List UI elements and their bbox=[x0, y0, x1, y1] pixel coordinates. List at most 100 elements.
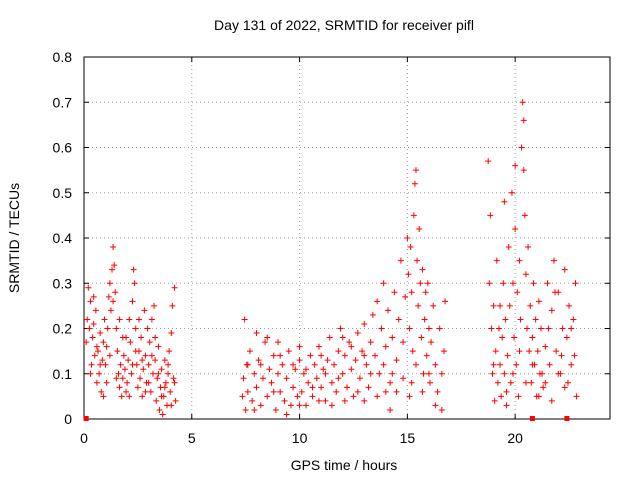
data-point bbox=[406, 325, 413, 332]
tick-labels: 0 0.1 0.2 0.3 0.4 0.5 0.6 0.7 0.8 0 5 10 15 20 bbox=[53, 49, 524, 446]
data-point bbox=[257, 402, 264, 409]
data-point bbox=[287, 402, 294, 409]
data-point bbox=[161, 357, 168, 364]
data-point bbox=[532, 316, 539, 323]
data-point bbox=[300, 370, 307, 377]
data-point bbox=[113, 375, 120, 382]
data-point bbox=[296, 357, 303, 364]
data-point bbox=[106, 280, 113, 287]
data-point bbox=[253, 330, 260, 337]
data-point bbox=[572, 280, 579, 287]
x-axis-label: GPS time / hours bbox=[291, 457, 398, 473]
data-point bbox=[419, 266, 426, 273]
data-point bbox=[165, 361, 172, 368]
data-point bbox=[365, 384, 372, 391]
data-point bbox=[170, 375, 177, 382]
data-point bbox=[156, 406, 163, 413]
data-point bbox=[303, 366, 310, 373]
data-point bbox=[89, 334, 96, 341]
data-point bbox=[158, 366, 165, 373]
y-tick-label: 0.5 bbox=[53, 185, 73, 201]
data-point bbox=[432, 402, 439, 409]
data-point bbox=[361, 397, 368, 404]
data-point bbox=[148, 352, 155, 359]
data-point bbox=[132, 348, 139, 355]
data-point bbox=[354, 388, 361, 395]
data-point bbox=[516, 257, 523, 264]
data-point bbox=[335, 375, 342, 382]
data-point bbox=[423, 352, 430, 359]
x-tick-label: 5 bbox=[188, 430, 196, 446]
data-point bbox=[522, 379, 529, 386]
data-point bbox=[500, 280, 507, 287]
data-point bbox=[380, 280, 387, 287]
data-point bbox=[359, 348, 366, 355]
data-point bbox=[422, 289, 429, 296]
data-point bbox=[129, 298, 136, 305]
data-point bbox=[107, 307, 114, 314]
data-point bbox=[172, 397, 179, 404]
data-point bbox=[497, 302, 504, 309]
y-tick-label: 0.2 bbox=[53, 321, 73, 337]
data-point bbox=[159, 411, 166, 418]
data-point bbox=[339, 370, 346, 377]
x-tick-label: 15 bbox=[400, 430, 416, 446]
data-point bbox=[553, 348, 560, 355]
data-point bbox=[561, 384, 568, 391]
data-point bbox=[147, 388, 154, 395]
data-point bbox=[102, 361, 109, 368]
data-point bbox=[538, 325, 545, 332]
data-point bbox=[548, 397, 555, 404]
data-point bbox=[123, 388, 130, 395]
data-point bbox=[530, 280, 537, 287]
data-point bbox=[494, 379, 501, 386]
data-point bbox=[149, 370, 156, 377]
data-point bbox=[490, 361, 497, 368]
data-point bbox=[145, 379, 152, 386]
y-axis-label: SRMTID / TECUs bbox=[6, 183, 22, 293]
data-point bbox=[544, 280, 551, 287]
data-point bbox=[322, 397, 329, 404]
data-point bbox=[171, 284, 178, 291]
data-point bbox=[374, 298, 381, 305]
data-point bbox=[106, 352, 113, 359]
y-tick-label: 0.1 bbox=[53, 366, 73, 382]
data-point bbox=[535, 393, 542, 400]
data-point bbox=[509, 280, 516, 287]
data-point bbox=[552, 289, 559, 296]
data-point bbox=[87, 298, 94, 305]
data-point bbox=[503, 388, 510, 395]
data-point bbox=[501, 370, 508, 377]
data-point bbox=[294, 393, 301, 400]
data-point bbox=[90, 293, 97, 300]
data-point bbox=[307, 352, 314, 359]
data-point bbox=[393, 357, 400, 364]
data-point bbox=[272, 406, 279, 413]
data-point bbox=[86, 325, 93, 332]
data-point bbox=[167, 388, 174, 395]
data-point bbox=[568, 361, 575, 368]
data-point bbox=[417, 280, 424, 287]
data-point bbox=[142, 352, 149, 359]
data-point bbox=[118, 393, 125, 400]
data-point bbox=[486, 280, 493, 287]
data-point bbox=[283, 375, 290, 382]
data-point bbox=[495, 325, 502, 332]
data-point bbox=[328, 402, 335, 409]
data-point bbox=[376, 370, 383, 377]
data-point bbox=[104, 325, 111, 332]
data-point bbox=[529, 334, 536, 341]
data-point bbox=[341, 352, 348, 359]
data-point bbox=[511, 334, 518, 341]
data-point bbox=[424, 280, 431, 287]
data-point bbox=[414, 257, 421, 264]
data-point bbox=[387, 379, 394, 386]
data-point bbox=[257, 361, 264, 368]
data-point bbox=[361, 320, 368, 327]
data-point bbox=[498, 393, 505, 400]
data-point bbox=[105, 293, 112, 300]
data-point bbox=[545, 325, 552, 332]
data-point bbox=[97, 361, 104, 368]
data-point bbox=[103, 379, 110, 386]
data-point bbox=[249, 397, 256, 404]
